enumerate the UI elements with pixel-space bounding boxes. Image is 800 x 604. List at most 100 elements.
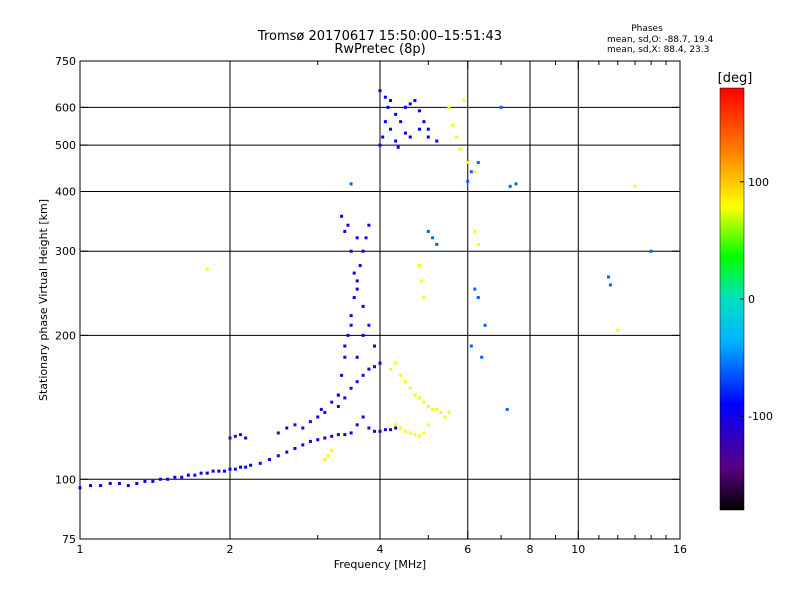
data-point (343, 433, 347, 437)
data-point (389, 428, 393, 432)
data-point (205, 471, 209, 475)
data-point (361, 415, 365, 419)
colorbar-tick-label: 0 (748, 293, 755, 306)
y-tick-label: 600 (55, 101, 76, 114)
data-point (336, 393, 340, 397)
data-point (186, 473, 190, 477)
data-point (244, 465, 248, 469)
data-point (276, 454, 280, 458)
data-point (508, 184, 512, 188)
data-point (473, 229, 477, 233)
data-point (117, 481, 121, 485)
data-point (408, 135, 412, 139)
data-point (466, 160, 470, 164)
data-point (323, 410, 327, 414)
colorbar-label: [deg] (718, 71, 753, 86)
data-point (408, 102, 412, 106)
data-point (323, 457, 327, 461)
data-point (499, 105, 503, 109)
data-point (233, 434, 237, 438)
data-point (205, 267, 209, 271)
legend-title: Phases (631, 24, 663, 34)
data-point (343, 344, 347, 348)
data-point (399, 426, 403, 430)
data-point (326, 454, 330, 458)
data-point (462, 99, 466, 103)
data-point (426, 127, 430, 131)
data-point (319, 407, 323, 411)
data-point (480, 355, 484, 359)
data-point (426, 229, 430, 233)
data-point (381, 135, 385, 139)
data-point (166, 477, 170, 481)
data-point (343, 229, 347, 233)
y-tick-label: 300 (55, 245, 76, 258)
data-point (383, 120, 387, 124)
data-point (367, 426, 371, 430)
data-point (352, 271, 356, 275)
data-point (394, 139, 398, 143)
y-tick-label: 75 (62, 533, 76, 546)
data-point (78, 486, 82, 490)
data-point (308, 439, 312, 443)
data-point (180, 475, 184, 479)
data-point (439, 410, 443, 414)
data-point (349, 249, 353, 253)
data-point (422, 120, 426, 124)
data-point (285, 450, 289, 454)
data-point (367, 323, 371, 327)
data-point (403, 429, 407, 433)
data-point (373, 344, 377, 348)
data-point (389, 127, 393, 131)
data-point (293, 446, 297, 450)
data-point (135, 481, 139, 485)
data-point (330, 448, 334, 452)
data-point (426, 404, 430, 408)
data-point (422, 431, 426, 435)
data-point (316, 438, 320, 442)
data-point (193, 473, 197, 477)
data-point (399, 120, 403, 124)
data-point (426, 423, 430, 427)
x-tick-label: 16 (673, 543, 687, 556)
data-point (455, 135, 459, 139)
data-point (476, 296, 480, 300)
legend-line-x: mean, sd,X: 88.4, 23.3 (607, 45, 709, 55)
data-point (417, 264, 421, 268)
data-point (408, 386, 412, 390)
data-point (378, 429, 382, 433)
data-point (483, 323, 487, 327)
data-point (316, 415, 320, 419)
data-point (417, 127, 421, 131)
data-point (514, 182, 518, 186)
x-tick-label: 2 (227, 543, 234, 556)
data-point (346, 333, 350, 337)
data-point (649, 249, 653, 253)
data-point (323, 436, 327, 440)
y-tick-label: 200 (55, 329, 76, 342)
colorbar-tick-label: -100 (748, 410, 773, 423)
data-point (422, 296, 426, 300)
grid-lines (80, 61, 680, 539)
data-point (217, 469, 221, 473)
data-point (330, 434, 334, 438)
data-point (476, 242, 480, 246)
data-point (373, 429, 377, 433)
data-point (417, 434, 421, 438)
data-point (108, 481, 112, 485)
data-point (473, 287, 477, 291)
data-point (355, 423, 359, 427)
chart-subtitle: RwPretec (8p) (334, 42, 425, 57)
data-point (143, 479, 147, 483)
data-point (352, 296, 356, 300)
data-point (408, 431, 412, 435)
data-point (447, 105, 451, 109)
data-point (355, 355, 359, 359)
data-point (239, 433, 243, 437)
colorbar-tick-label: 100 (748, 176, 769, 189)
data-point (228, 436, 232, 440)
data-point (443, 415, 447, 419)
data-point (361, 249, 365, 253)
data-point (330, 400, 334, 404)
data-point (403, 131, 407, 135)
